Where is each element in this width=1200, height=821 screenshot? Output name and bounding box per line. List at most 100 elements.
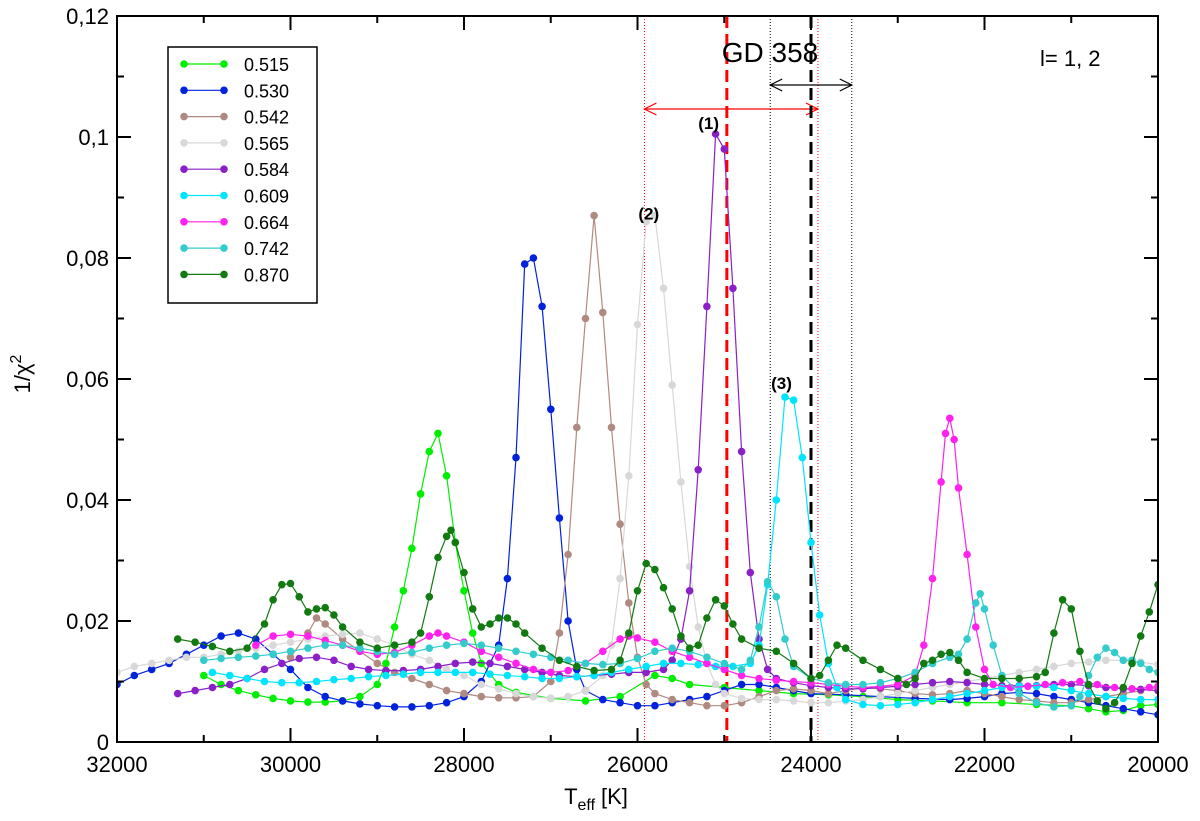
data-point	[468, 629, 477, 637]
series-0.609	[208, 393, 1158, 710]
data-point	[468, 658, 477, 666]
data-point	[1119, 656, 1128, 665]
data-point	[1067, 701, 1076, 710]
legend-marker	[220, 244, 228, 252]
data-point	[737, 671, 746, 680]
legend-marker	[220, 191, 228, 200]
data-point	[425, 644, 434, 652]
data-point	[894, 700, 902, 709]
data-point	[1102, 704, 1110, 713]
data-point	[1102, 656, 1110, 665]
data-point	[946, 648, 954, 657]
data-point	[477, 641, 486, 649]
data-point	[737, 665, 746, 674]
data-point	[980, 674, 989, 683]
data-point	[633, 634, 642, 642]
data-point	[217, 632, 225, 640]
data-point	[789, 677, 798, 686]
data-point	[373, 680, 382, 689]
legend-item: 0.584	[180, 160, 289, 180]
data-point	[928, 574, 937, 583]
data-point	[980, 680, 989, 689]
legend-label: 0.664	[244, 213, 289, 233]
data-point	[234, 653, 243, 662]
legend-marker	[180, 86, 188, 95]
data-point	[772, 686, 781, 695]
data-point	[599, 647, 607, 656]
data-point	[468, 668, 477, 677]
data-point	[894, 689, 902, 698]
data-point	[1084, 658, 1093, 666]
data-point	[269, 632, 277, 640]
data-point	[529, 650, 538, 659]
data-point	[1136, 685, 1145, 694]
data-point	[512, 453, 520, 462]
data-point	[425, 656, 434, 665]
series-line	[203, 579, 1158, 708]
data-point	[659, 284, 668, 293]
data-point	[147, 659, 156, 668]
data-point	[460, 639, 468, 648]
data-point	[911, 686, 919, 695]
legend-marker	[220, 165, 228, 173]
data-point	[659, 583, 668, 592]
data-point	[477, 680, 486, 689]
data-point	[130, 662, 139, 671]
data-point	[625, 599, 633, 607]
data-point	[321, 641, 330, 649]
data-point	[468, 605, 477, 613]
l-degree-label: l= 1, 2	[1040, 46, 1101, 71]
data-point	[321, 620, 330, 628]
data-point	[1145, 665, 1154, 674]
data-point	[460, 671, 468, 680]
series-line	[177, 529, 1158, 710]
data-point	[434, 429, 442, 438]
data-point	[737, 694, 746, 703]
legend-marker	[180, 60, 188, 68]
data-point	[998, 692, 1006, 701]
data-point	[200, 656, 208, 665]
data-point	[1067, 605, 1076, 613]
data-point	[1032, 665, 1041, 674]
data-point	[451, 668, 460, 677]
data-point	[226, 647, 234, 656]
data-point	[633, 701, 642, 710]
data-point	[286, 697, 295, 705]
data-point	[963, 550, 971, 559]
data-point	[824, 689, 833, 698]
data-point	[191, 686, 199, 695]
svg-text:1/χ2: 1/χ2	[8, 355, 35, 394]
data-point	[972, 623, 980, 631]
red-arrow-head-left	[643, 102, 657, 116]
data-point	[1110, 698, 1119, 707]
data-point	[1015, 668, 1023, 677]
data-point	[755, 674, 763, 683]
data-point	[677, 632, 685, 640]
data-point	[252, 635, 260, 643]
legend-marker	[180, 165, 188, 173]
data-point	[330, 611, 338, 619]
data-point	[1076, 647, 1084, 656]
data-point	[494, 694, 503, 702]
legend-item: 0.870	[180, 265, 289, 285]
data-point	[677, 478, 685, 486]
y-tick-label: 0,04	[66, 488, 109, 513]
data-point	[807, 674, 815, 683]
data-point	[304, 644, 312, 652]
data-point	[390, 623, 399, 631]
data-point	[642, 662, 650, 671]
series-line	[212, 396, 1158, 707]
data-point	[408, 638, 416, 646]
data-point	[520, 672, 529, 681]
annotations: GD 358 l= 1, 2 (1) (2) (3)	[638, 37, 1100, 393]
y-axis-label: 1/χ2	[8, 355, 35, 394]
series-line	[177, 131, 1158, 695]
data-point	[998, 698, 1006, 707]
legend-marker	[180, 218, 188, 226]
data-point	[1102, 692, 1110, 701]
data-point	[937, 650, 945, 659]
data-point	[824, 656, 833, 665]
data-point	[512, 620, 520, 628]
data-point	[911, 680, 919, 689]
